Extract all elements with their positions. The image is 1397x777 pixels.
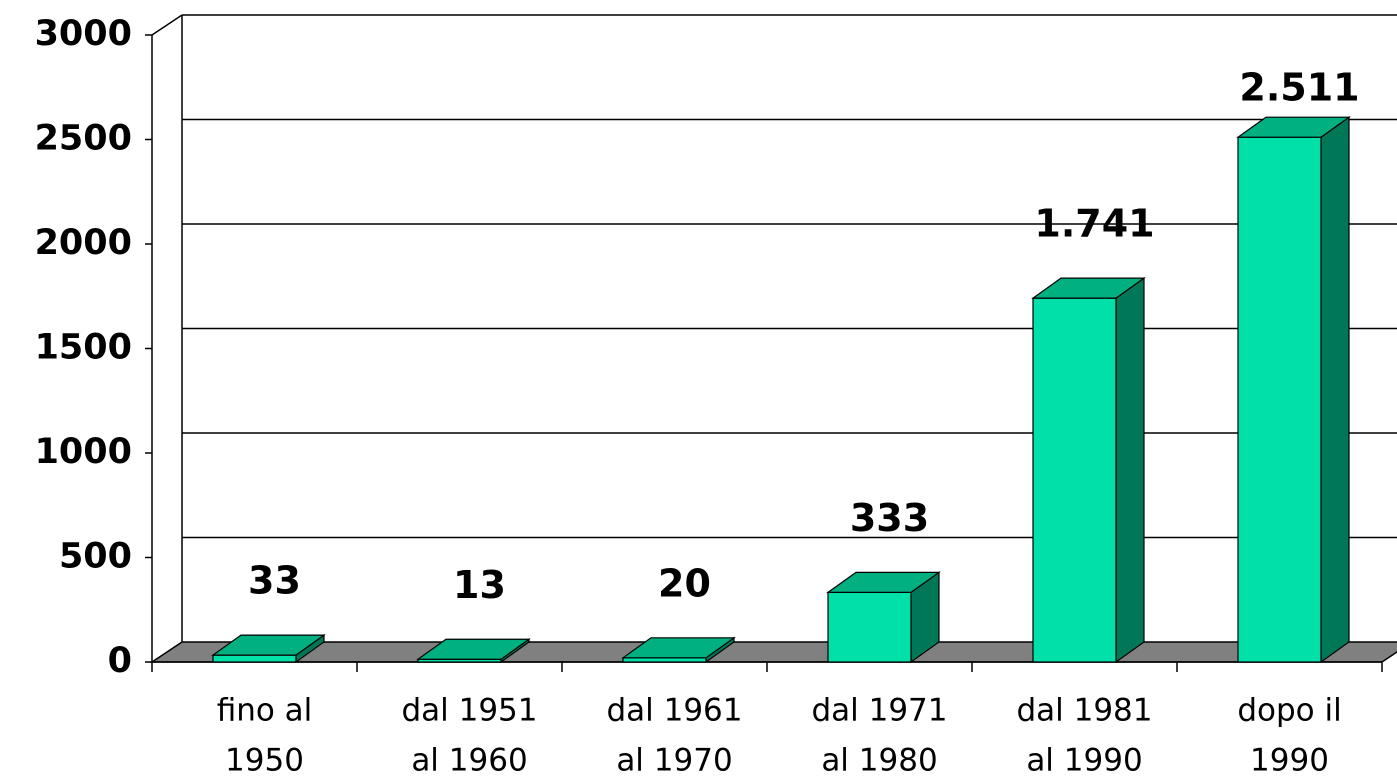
bar [622,657,707,663]
x-tick-label: al 1970 [616,743,732,777]
bar-top [826,571,941,594]
y-tick-label: 1500 [35,328,132,368]
x-tick-label: al 1990 [1026,743,1142,777]
value-label: 13 [453,563,506,607]
value-label: 20 [658,561,711,605]
y-tick-label: 2500 [35,119,132,159]
x-tick-label: 1950 [225,743,304,777]
bar [1032,297,1117,663]
x-tick-label: al 1960 [411,743,527,777]
value-label: 2.511 [1239,66,1359,110]
bar-side [1115,276,1145,664]
y-tick-label: 500 [59,537,132,577]
bar [1237,136,1322,663]
value-label: 333 [850,496,929,540]
y-tick-label: 1000 [35,432,132,472]
bar-top [416,638,531,660]
y-tick-label: 2000 [35,223,132,263]
value-label: 1.741 [1034,202,1154,246]
side-wall-top [151,14,183,36]
bar-top [1031,277,1146,299]
floor [149,641,1397,663]
x-tick-label: dal 1971 [811,693,947,729]
bar [212,654,297,663]
x-tick-label: dal 1981 [1016,693,1152,729]
x-tick-label: fino al [217,693,313,729]
value-label: 33 [248,559,301,603]
x-tick-label: dal 1961 [606,693,742,729]
y-tick-label: 0 [108,641,132,681]
x-tick-label: 1990 [1250,743,1329,777]
y-tick-label: 3000 [35,14,132,54]
x-tick-label: al 1980 [821,743,937,777]
bar-top [211,634,326,656]
bar-side [1320,116,1350,664]
x-tick-label: dal 1951 [401,693,537,729]
bar-top [621,637,736,659]
bar-top [1236,116,1351,138]
bar [827,591,912,663]
x-tick-label: dopo il [1237,693,1341,729]
